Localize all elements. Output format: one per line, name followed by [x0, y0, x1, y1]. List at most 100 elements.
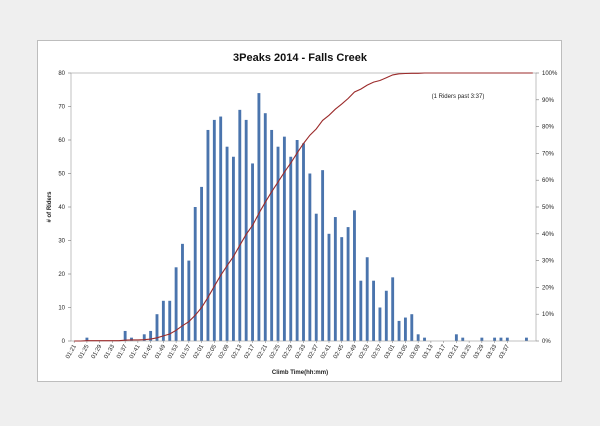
histogram-bar: [181, 243, 184, 341]
histogram-bar: [314, 213, 318, 341]
x-tick-label: 03:17: [435, 343, 448, 360]
y2-tick-label: 60%: [542, 178, 555, 184]
histogram-bar: [480, 337, 484, 341]
y2-tick-label: 100%: [542, 71, 558, 77]
y-tick-label: 20: [58, 272, 65, 278]
histogram-bar: [282, 136, 286, 341]
x-tick-label: 03:01: [384, 343, 397, 360]
histogram-bar: [372, 280, 376, 341]
y-tick-label: 60: [58, 138, 65, 144]
histogram-bar: [416, 334, 420, 341]
y2-tick-label: 10%: [542, 312, 555, 318]
histogram-bar: [353, 210, 356, 341]
x-tick-label: 01:21: [65, 343, 78, 360]
histogram-bar: [85, 337, 89, 341]
histogram-bar: [359, 280, 363, 341]
x-tick-label: 02:01: [193, 343, 206, 360]
histogram-bar: [302, 143, 305, 341]
y2-tick-label: 90%: [542, 98, 555, 104]
x-tick-label: 03:09: [409, 343, 422, 360]
x-tick-label: 02:33: [295, 343, 308, 360]
x-axis-label: Climb Time(hh:mm): [272, 370, 328, 376]
x-tick-label: 02:25: [269, 343, 282, 360]
y2-tick-label: 50%: [542, 205, 555, 211]
histogram-bar: [378, 307, 382, 341]
y2-tick-label: 30%: [542, 259, 555, 265]
histogram-bar: [193, 207, 197, 341]
x-tick-label: 03:33: [486, 343, 499, 360]
x-tick-label: 02:45: [333, 343, 346, 360]
y-tick-label: 50: [58, 172, 65, 178]
x-tick-label: 02:41: [320, 343, 333, 360]
histogram-bar: [276, 146, 280, 341]
histogram-bar: [493, 337, 497, 341]
histogram-bar: [403, 317, 407, 341]
histogram-bar: [206, 129, 210, 341]
x-tick-label: 02:57: [371, 343, 384, 360]
histogram-bar: [263, 113, 267, 341]
x-tick-label: 03:13: [422, 343, 435, 360]
chart-title: 3Peaks 2014 - Falls Creek: [233, 52, 368, 64]
histogram-bar: [231, 156, 235, 341]
histogram-bar: [346, 227, 350, 341]
histogram-bar: [461, 337, 465, 341]
histogram-bar: [123, 330, 127, 341]
histogram-bar: [295, 140, 299, 341]
histogram-bar: [187, 260, 191, 341]
histogram-bar: [384, 290, 388, 341]
x-tick-label: 02:09: [218, 343, 231, 360]
histogram-bar: [505, 337, 509, 341]
histogram-bar: [251, 163, 254, 341]
y-tick-label: 30: [58, 239, 65, 245]
x-tick-label: 02:05: [205, 343, 218, 360]
x-tick-label: 02:29: [282, 343, 295, 360]
y-tick-label: 40: [58, 205, 65, 211]
histogram-bar: [327, 233, 331, 341]
x-tick-label: 02:49: [345, 343, 358, 360]
histogram-bar: [149, 330, 153, 341]
histogram-bar: [308, 173, 312, 341]
histogram-bar: [289, 156, 293, 341]
y-tick-label: 0: [62, 339, 66, 345]
histogram-bar: [244, 119, 248, 342]
histogram-bar: [161, 300, 165, 341]
x-tick-label: 01:33: [103, 343, 116, 360]
histogram-bar: [168, 300, 172, 341]
x-tick-label: 03:05: [396, 343, 409, 360]
x-tick-label: 01:57: [180, 343, 193, 360]
histogram-bar: [525, 337, 528, 341]
x-tick-label: 02:17: [244, 343, 257, 360]
y2-tick-label: 20%: [542, 285, 555, 291]
histogram-bar: [499, 337, 503, 341]
x-tick-label: 01:53: [167, 343, 180, 360]
x-tick-label: 02:53: [358, 343, 371, 360]
falls-creek-chart: 3Peaks 2014 - Falls Creek (1 Riders past…: [47, 52, 558, 376]
histogram-bar: [238, 109, 242, 341]
x-tick-label: 02:21: [256, 343, 269, 360]
chart-annotation: (1 Riders past 3:37): [432, 94, 485, 100]
x-tick-label: 01:25: [78, 343, 91, 360]
x-tick-label: 01:37: [116, 343, 129, 360]
x-tick-label: 02:37: [307, 343, 320, 360]
y2-tick-label: 40%: [542, 232, 555, 238]
chart-frame: 3Peaks 2014 - Falls Creek (1 Riders past…: [37, 40, 562, 382]
x-tick-label: 03:25: [460, 343, 473, 360]
histogram-bar: [340, 237, 344, 341]
histogram-bar: [219, 116, 223, 341]
histogram-bar: [225, 146, 229, 341]
histogram-bar: [257, 93, 261, 341]
histogram-bar: [410, 314, 414, 341]
histogram-bar: [200, 186, 204, 341]
y-tick-label: 80: [58, 71, 65, 77]
histogram-bar: [270, 129, 274, 341]
y-tick-label: 10: [58, 306, 65, 312]
y2-tick-label: 70%: [542, 151, 555, 157]
histogram-bar: [142, 334, 146, 341]
histogram-bar: [365, 257, 369, 341]
x-tick-label: 03:21: [447, 343, 460, 360]
histogram-bar: [212, 119, 216, 342]
y-axis-label: # of Riders: [47, 191, 53, 223]
y2-tick-label: 0%: [542, 339, 551, 345]
y2-tick-label: 80%: [542, 125, 555, 131]
